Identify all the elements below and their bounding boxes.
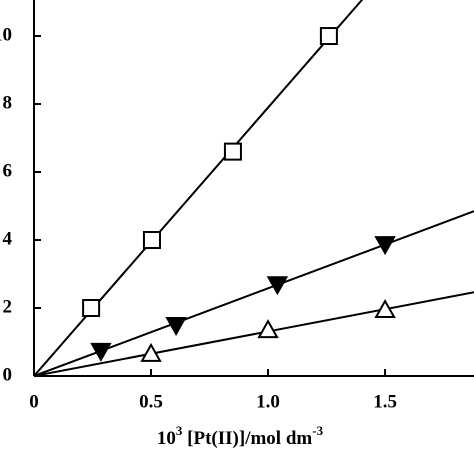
y-tick-label: 10 [0, 24, 12, 45]
marker [374, 299, 396, 319]
marker [165, 317, 187, 337]
marker [374, 236, 396, 256]
x-label-part: 10 [157, 428, 176, 449]
x-axis-label: 103 [Pt(II)]/mol dm-3 [157, 423, 324, 449]
fit-line [34, 0, 364, 376]
marker [90, 342, 112, 362]
marker [319, 27, 338, 46]
fit-line [34, 291, 474, 376]
x-label-sup: 3 [176, 423, 183, 438]
x-label-part: [Pt(II)]/mol dm [182, 428, 312, 449]
x-tick-label: 1.0 [256, 391, 280, 412]
y-tick-label: 2 [3, 296, 13, 317]
y-tick-label: 6 [3, 160, 13, 181]
y-tick-label: 8 [3, 92, 13, 113]
marker [142, 231, 161, 250]
x-tick-label: 0.5 [139, 391, 163, 412]
y-tick-label: 0 [3, 364, 13, 385]
marker [82, 299, 101, 318]
x-label-sup: -3 [312, 423, 323, 438]
y-tick-label: 4 [3, 228, 13, 249]
x-tick-label: 0 [29, 391, 39, 412]
marker [140, 342, 162, 362]
marker [223, 142, 242, 161]
x-tick-label: 1.5 [373, 391, 397, 412]
marker [257, 319, 279, 339]
marker [266, 276, 289, 296]
